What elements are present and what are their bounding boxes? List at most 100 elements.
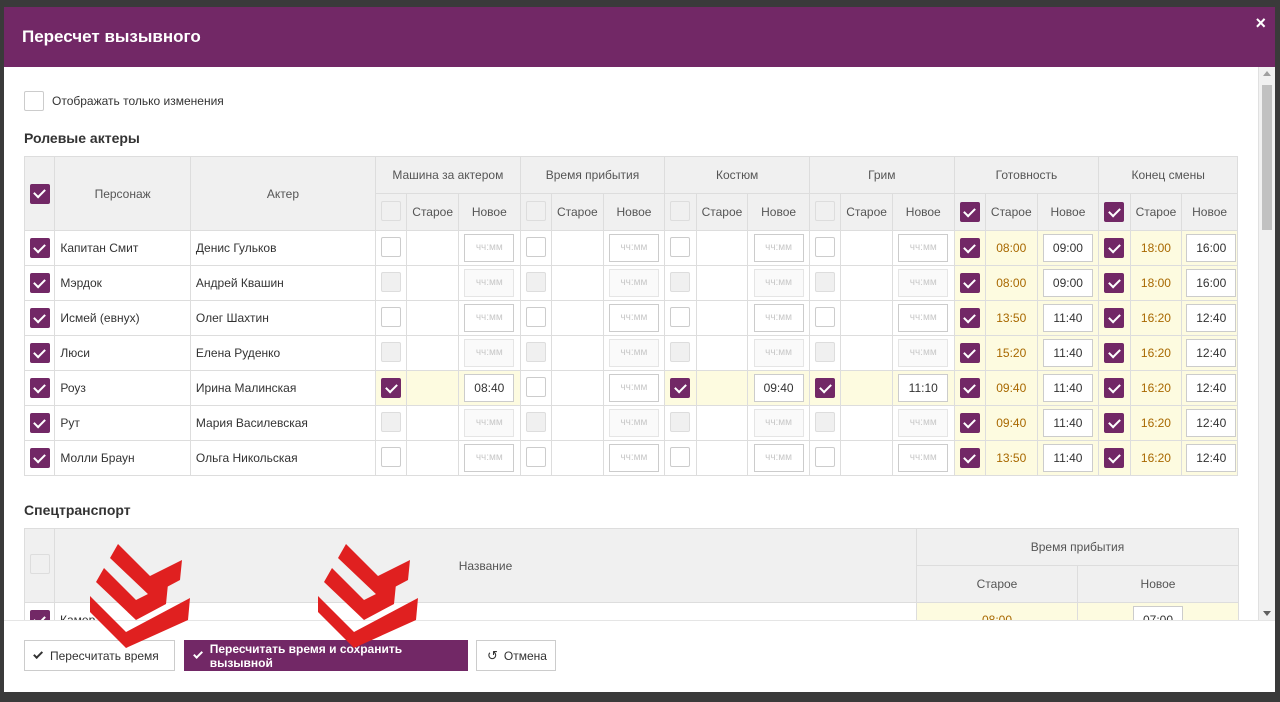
new-time-input[interactable]: чч:мм bbox=[898, 444, 949, 472]
new-time-input[interactable]: чч:мм bbox=[898, 234, 949, 262]
new-time-input[interactable]: чч:мм bbox=[464, 409, 515, 437]
new-time-input[interactable]: 12:40 bbox=[1186, 374, 1237, 402]
new-time-input[interactable]: 11:10 bbox=[898, 374, 949, 402]
new-time-input[interactable]: чч:мм bbox=[898, 269, 949, 297]
new-time-input[interactable]: 16:00 bbox=[1186, 234, 1237, 262]
time-group-checkbox[interactable] bbox=[381, 306, 402, 327]
only-changes-toggle[interactable]: Отображать только изменения bbox=[24, 91, 224, 111]
time-group-checkbox[interactable] bbox=[670, 446, 691, 467]
time-group-checkbox[interactable] bbox=[959, 378, 980, 398]
time-group-checkbox[interactable] bbox=[670, 411, 691, 432]
time-group-checkbox[interactable] bbox=[670, 236, 691, 257]
time-group-checkbox[interactable] bbox=[815, 271, 836, 292]
scroll-down-icon[interactable] bbox=[1263, 611, 1271, 616]
new-time-input[interactable]: чч:мм bbox=[898, 339, 949, 367]
group-select-all-checkbox-1[interactable] bbox=[525, 200, 546, 221]
time-group-checkbox[interactable] bbox=[959, 413, 980, 433]
role-row-checkbox[interactable] bbox=[29, 273, 50, 293]
time-group-checkbox[interactable] bbox=[959, 448, 980, 468]
time-group-checkbox[interactable] bbox=[959, 273, 980, 293]
time-group-checkbox[interactable] bbox=[1104, 413, 1125, 433]
new-time-input[interactable]: чч:мм bbox=[608, 234, 659, 262]
new-time-input[interactable]: чч:мм bbox=[608, 409, 659, 437]
role-row-checkbox[interactable] bbox=[29, 308, 50, 328]
time-group-checkbox[interactable] bbox=[815, 378, 836, 398]
new-time-input[interactable]: 11:40 bbox=[1042, 304, 1093, 332]
recalc-save-button[interactable]: Пересчитать время и сохранить вызывной bbox=[184, 640, 468, 671]
new-time-input[interactable]: чч:мм bbox=[753, 234, 804, 262]
new-time-input[interactable]: 11:40 bbox=[1042, 444, 1093, 472]
time-group-checkbox[interactable] bbox=[381, 446, 402, 467]
role-row-checkbox[interactable] bbox=[29, 413, 50, 433]
time-group-checkbox[interactable] bbox=[959, 238, 980, 258]
scroll-thumb[interactable] bbox=[1262, 85, 1272, 230]
new-time-input[interactable]: 12:40 bbox=[1186, 304, 1237, 332]
time-group-checkbox[interactable] bbox=[1104, 238, 1125, 258]
new-time-input[interactable]: чч:мм bbox=[753, 409, 804, 437]
new-time-input[interactable]: 16:00 bbox=[1186, 269, 1237, 297]
group-select-all-checkbox-0[interactable] bbox=[381, 200, 402, 221]
time-group-checkbox[interactable] bbox=[381, 236, 402, 257]
new-time-input[interactable]: чч:мм bbox=[898, 409, 949, 437]
time-group-checkbox[interactable] bbox=[670, 306, 691, 327]
role-row-checkbox[interactable] bbox=[29, 343, 50, 363]
time-group-checkbox[interactable] bbox=[815, 236, 836, 257]
time-group-checkbox[interactable] bbox=[815, 411, 836, 432]
group-select-all-checkbox-4[interactable] bbox=[959, 202, 980, 222]
time-group-checkbox[interactable] bbox=[1104, 378, 1125, 398]
time-group-checkbox[interactable] bbox=[815, 306, 836, 327]
new-time-input[interactable]: чч:мм bbox=[464, 339, 515, 367]
new-time-input[interactable]: 09:00 bbox=[1042, 269, 1093, 297]
cancel-button[interactable]: ↺ Отмена bbox=[476, 640, 556, 671]
time-group-checkbox[interactable] bbox=[815, 446, 836, 467]
time-group-checkbox[interactable] bbox=[670, 271, 691, 292]
time-group-checkbox[interactable] bbox=[1104, 308, 1125, 328]
time-group-checkbox[interactable] bbox=[1104, 343, 1125, 363]
time-group-checkbox[interactable] bbox=[959, 308, 980, 328]
new-time-input[interactable]: 08:40 bbox=[464, 374, 515, 402]
new-time-input[interactable]: чч:мм bbox=[464, 304, 515, 332]
time-group-checkbox[interactable] bbox=[525, 341, 546, 362]
time-group-checkbox[interactable] bbox=[1104, 448, 1125, 468]
modal-scrollbar[interactable] bbox=[1258, 67, 1275, 620]
group-select-all-checkbox-3[interactable] bbox=[815, 200, 836, 221]
group-select-all-checkbox-2[interactable] bbox=[670, 200, 691, 221]
recalc-button[interactable]: Пересчитать время bbox=[24, 640, 175, 671]
new-time-input[interactable]: 12:40 bbox=[1186, 409, 1237, 437]
new-time-input[interactable]: чч:мм bbox=[898, 304, 949, 332]
new-time-input[interactable]: 11:40 bbox=[1042, 374, 1093, 402]
time-group-checkbox[interactable] bbox=[525, 306, 546, 327]
roles-select-all-checkbox[interactable] bbox=[29, 183, 50, 204]
role-row-checkbox[interactable] bbox=[29, 238, 50, 258]
new-time-input[interactable]: 11:40 bbox=[1042, 409, 1093, 437]
new-time-input[interactable]: 09:00 bbox=[1042, 234, 1093, 262]
time-group-checkbox[interactable] bbox=[670, 378, 691, 398]
time-group-checkbox[interactable] bbox=[381, 411, 402, 432]
new-time-input[interactable]: чч:мм bbox=[753, 304, 804, 332]
group-select-all-checkbox-5[interactable] bbox=[1104, 202, 1125, 222]
time-group-checkbox[interactable] bbox=[670, 341, 691, 362]
role-row-checkbox[interactable] bbox=[29, 448, 50, 468]
time-group-checkbox[interactable] bbox=[381, 271, 402, 292]
new-time-input[interactable]: чч:мм bbox=[608, 304, 659, 332]
role-row-checkbox[interactable] bbox=[29, 378, 50, 398]
time-group-checkbox[interactable] bbox=[815, 341, 836, 362]
time-group-checkbox[interactable] bbox=[525, 271, 546, 292]
transport-select-all-checkbox[interactable] bbox=[29, 554, 50, 574]
time-group-checkbox[interactable] bbox=[525, 376, 546, 397]
transport-row-checkbox[interactable] bbox=[29, 610, 50, 620]
new-time-input[interactable]: чч:мм bbox=[753, 269, 804, 297]
time-group-checkbox[interactable] bbox=[381, 378, 402, 398]
new-time-input[interactable]: чч:мм bbox=[464, 269, 515, 297]
time-group-checkbox[interactable] bbox=[525, 411, 546, 432]
new-time-input[interactable]: 12:40 bbox=[1186, 444, 1237, 472]
new-time-input[interactable]: чч:мм bbox=[464, 234, 515, 262]
new-time-input[interactable]: чч:мм bbox=[608, 444, 659, 472]
time-group-checkbox[interactable] bbox=[525, 236, 546, 257]
time-group-checkbox[interactable] bbox=[381, 341, 402, 362]
new-time-input[interactable]: 12:40 bbox=[1186, 339, 1237, 367]
new-time-input[interactable]: чч:мм bbox=[608, 374, 659, 402]
new-time-input[interactable]: чч:мм bbox=[753, 444, 804, 472]
new-time-input[interactable]: 09:40 bbox=[753, 374, 804, 402]
new-time-input[interactable]: чч:мм bbox=[753, 339, 804, 367]
